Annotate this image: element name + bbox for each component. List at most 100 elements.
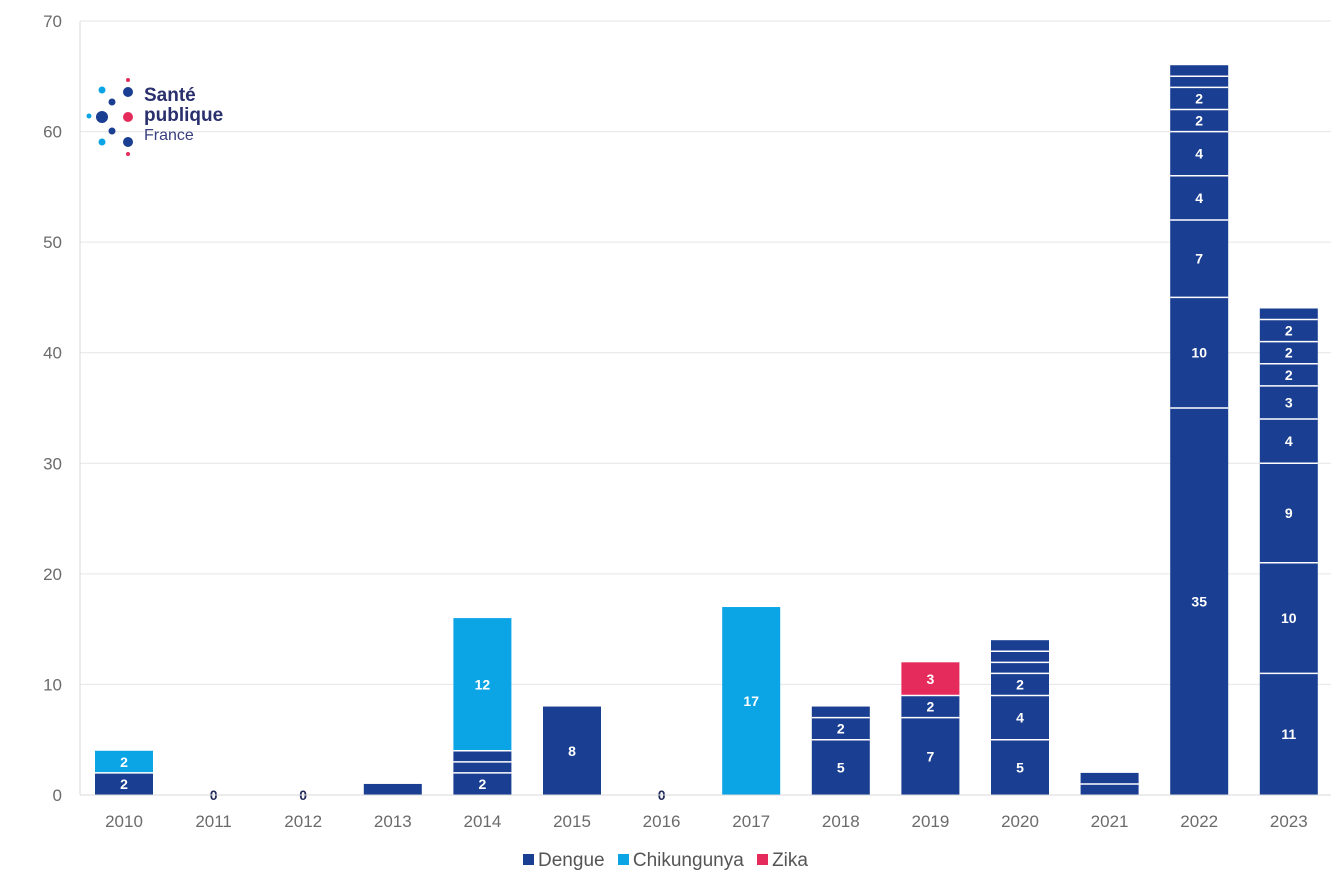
bar-segment-dengue-2022 [1170, 220, 1229, 298]
data-label: 10 [1281, 610, 1297, 626]
bar-segment-dengue-2023 [1259, 363, 1318, 386]
x-tick-label: 2016 [643, 812, 681, 831]
legend-swatch-dengue [523, 854, 535, 865]
data-label: 7 [1195, 251, 1203, 267]
data-label: 3 [1285, 394, 1293, 410]
bar-segment-dengue-2013 [363, 783, 422, 795]
bar-segment-dengue-2023 [1259, 319, 1318, 342]
data-label: 2 [837, 721, 845, 737]
legend-label-dengue: Dengue [538, 850, 605, 871]
bar-segment-dengue-2021 [1080, 783, 1139, 795]
data-label: 2 [1016, 676, 1024, 692]
bar-segment-dengue-2022 [1170, 175, 1229, 221]
bar-segment-dengue-2020 [991, 651, 1049, 663]
y-axis: 0 10 20 30 40 50 60 70 [43, 12, 81, 805]
bar-segment-dengue-2022 [1170, 109, 1229, 132]
x-tick-label: 2021 [1091, 812, 1129, 831]
bar-segment-dengue-2020 [991, 673, 1049, 696]
data-label: 17 [743, 693, 759, 709]
y-tick-label: 0 [53, 786, 62, 805]
x-tick-label: 2020 [1001, 812, 1039, 831]
gridlines [80, 20, 1331, 685]
bar-segment-dengue-2018 [811, 739, 870, 795]
data-label: 2 [1195, 90, 1203, 106]
bar-segment-dengue-2014 [453, 750, 512, 762]
legend-swatch-chikungunya [617, 854, 629, 865]
x-tick-label: 2014 [463, 812, 501, 831]
data-label: 4 [1285, 433, 1293, 449]
bar-segment-chikungunya-2010 [95, 750, 153, 773]
bar-segment-dengue-2023 [1259, 463, 1318, 563]
y-tick-label: 70 [43, 12, 62, 31]
bar-segment-dengue-2020 [991, 640, 1049, 652]
legend-item-chikungunya: Chikungunya [617, 850, 744, 872]
data-label: 35 [1191, 594, 1207, 610]
bar-segment-dengue-2023 [1259, 673, 1318, 795]
x-tick-label: 2010 [105, 812, 143, 831]
bar-segment-dengue-2022 [1170, 131, 1229, 176]
x-tick-label: 2023 [1270, 812, 1308, 831]
y-tick-label: 30 [43, 454, 62, 473]
bar-segment-dengue-2023 [1259, 385, 1318, 420]
legend-swatch-zika [757, 854, 769, 865]
sante-publique-france-logo: Santé publique France [86, 78, 236, 158]
bar-segment-dengue-2018 [811, 706, 870, 718]
bar-segment-dengue-2015 [543, 706, 601, 795]
bar-segment-dengue-2010 [95, 772, 153, 795]
bar-segment-dengue-2021 [1080, 772, 1139, 784]
bar-segment-dengue-2018 [811, 717, 870, 740]
bar-segment-dengue-2014 [453, 772, 512, 795]
logo-text-france: France [144, 127, 194, 144]
x-tick-label: 2013 [374, 812, 412, 831]
data-label: 4 [1195, 190, 1203, 206]
y-tick-label: 10 [43, 675, 62, 694]
x-tick-label: 2011 [195, 812, 232, 831]
x-tick-label: 2019 [911, 812, 949, 831]
data-label: 4 [1016, 710, 1024, 726]
x-tick-label: 2017 [732, 812, 770, 831]
bar-segment-dengue-2022 [1170, 65, 1229, 77]
data-label: 2 [1285, 323, 1293, 339]
y-tick-label: 20 [43, 565, 62, 584]
logo-text-publique: publique [144, 105, 224, 126]
logo-text-sante: Santé [144, 85, 196, 106]
legend-item-dengue: Dengue [523, 850, 605, 872]
x-tick-label: 2022 [1180, 812, 1218, 831]
y-tick-label: 60 [43, 123, 62, 142]
x-tick-label: 2018 [822, 812, 860, 831]
data-label: 2 [120, 776, 128, 792]
bar-segment-dengue-2020 [991, 739, 1049, 795]
data-label: 2 [1195, 113, 1203, 129]
data-label: 7 [927, 748, 935, 764]
legend: Dengue Chikungunya Zika [0, 850, 1331, 872]
bar-segment-dengue-2022 [1170, 297, 1229, 408]
bar-segment-dengue-2020 [991, 662, 1049, 674]
bar-segment-dengue-2023 [1259, 562, 1318, 674]
data-label: 5 [837, 759, 845, 775]
bar-segment-dengue-2023 [1259, 308, 1318, 320]
bar-segment-dengue-2023 [1259, 419, 1318, 464]
bar-segment-dengue-2022 [1170, 87, 1229, 110]
legend-label-zika: Zika [772, 850, 808, 871]
logo-dots-icon [86, 78, 133, 156]
bar-segment-dengue-2019 [901, 717, 960, 795]
data-label: 9 [1285, 505, 1293, 521]
x-axis: 2010 2011 2012 2013 2014 2015 2016 2017 2018 2019… [80, 794, 1331, 831]
data-label: 2 [120, 754, 128, 770]
y-tick-label: 50 [43, 233, 62, 252]
data-label: 2 [1285, 367, 1293, 383]
y-tick-label: 40 [43, 344, 62, 363]
bar-segment-dengue-2014 [453, 761, 512, 773]
bar-segment-dengue-2022 [1170, 408, 1229, 795]
x-tick-label: 2015 [553, 812, 591, 831]
data-label: 10 [1191, 345, 1207, 361]
bar-segment-chikungunya-2017 [722, 607, 781, 795]
data-label: 2 [479, 776, 487, 792]
bar-segment-dengue-2020 [991, 695, 1049, 740]
data-label: 3 [927, 671, 935, 687]
data-label: 4 [1195, 146, 1203, 162]
bar-segment-zika-2019 [901, 662, 960, 696]
legend-item-zika: Zika [757, 850, 808, 872]
